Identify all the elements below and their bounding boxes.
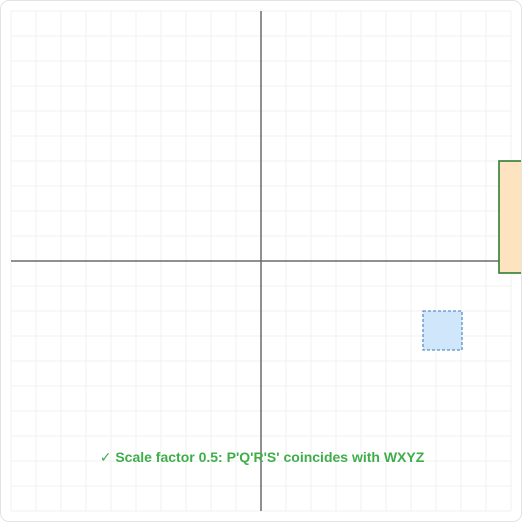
status-text: Scale factor 0.5: P'Q'R'S' coincides wit… xyxy=(115,449,425,465)
status-message: ✓ Scale factor 0.5: P'Q'R'S' coincides w… xyxy=(1,448,521,466)
scaled-image-pqrs[interactable] xyxy=(498,160,521,274)
target-square-wxyz xyxy=(422,310,463,351)
checkmark-icon: ✓ xyxy=(99,449,112,465)
